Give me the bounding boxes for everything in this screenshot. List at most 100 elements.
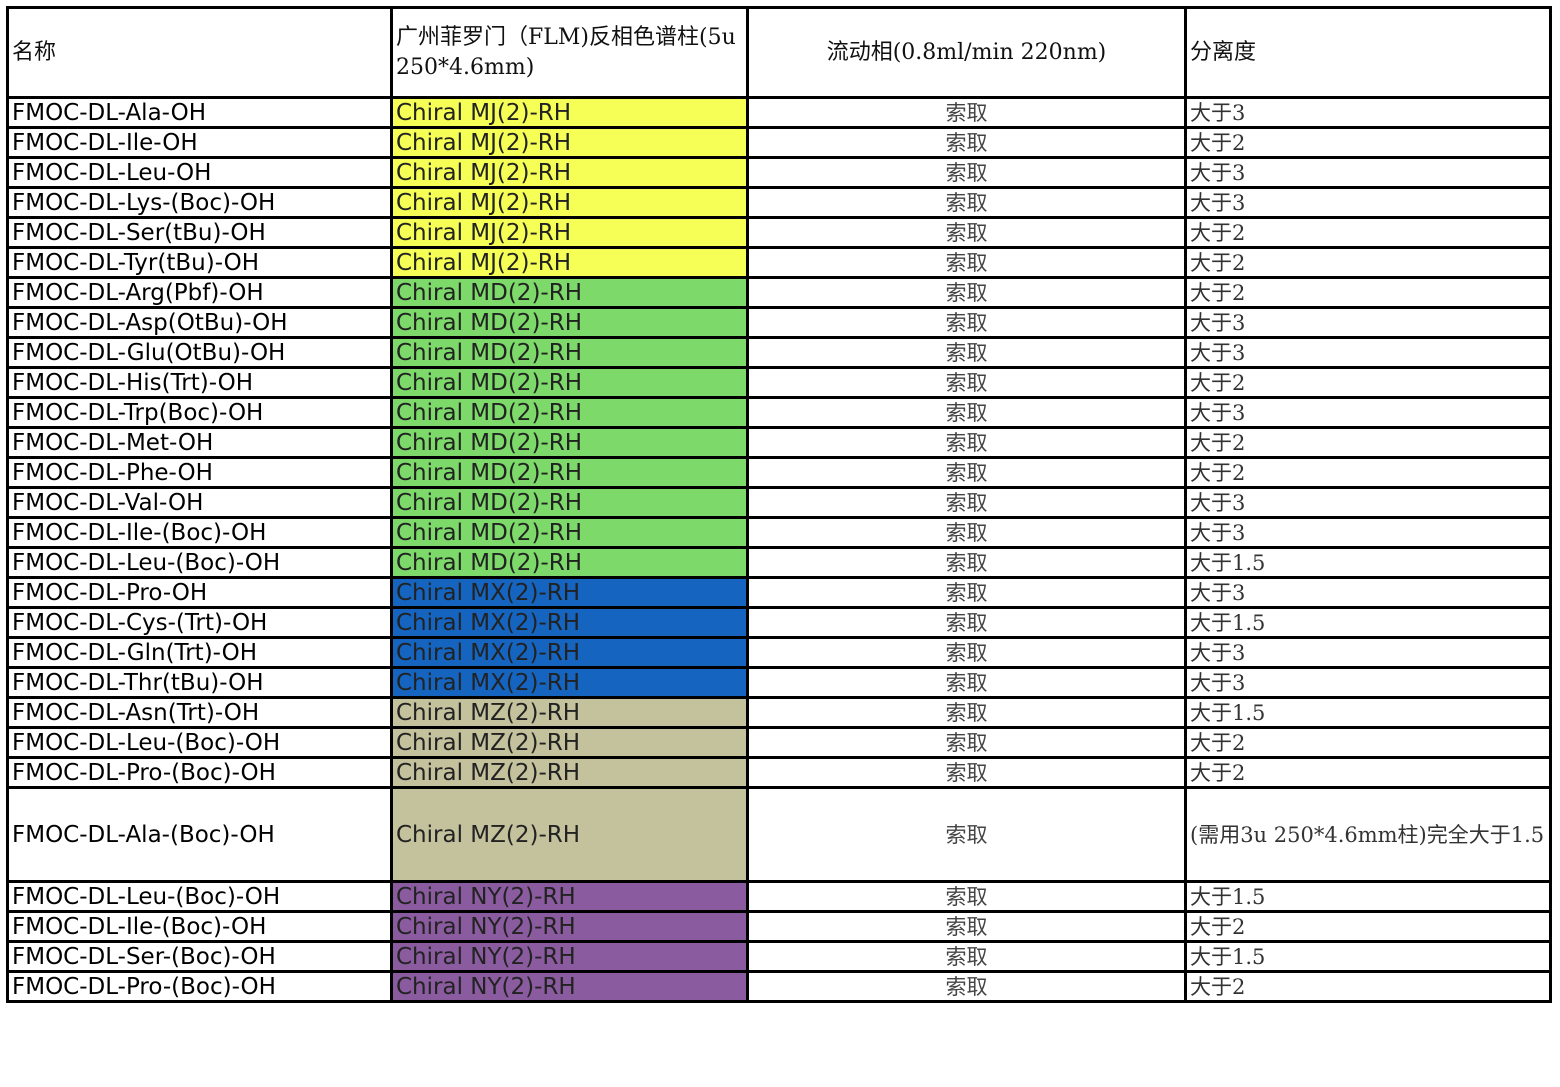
mobile-phase: 索取: [746, 306, 1187, 339]
compound-name: FMOC-DL-Ser(tBu)-OH: [6, 216, 393, 249]
resolution: 大于3: [1184, 576, 1552, 609]
compound-name: FMOC-DL-Pro-(Boc)-OH: [6, 970, 393, 1003]
resolution: 大于3: [1184, 96, 1552, 129]
mobile-phase: 索取: [746, 516, 1187, 549]
compound-name: FMOC-DL-Cys-(Trt)-OH: [6, 606, 393, 639]
resolution: 大于2: [1184, 126, 1552, 159]
table-row: FMOC-DL-Met-OH Chiral MD(2)-RH 索取 大于2: [6, 426, 1552, 459]
compound-name: FMOC-DL-Val-OH: [6, 486, 393, 519]
mobile-phase: 索取: [746, 276, 1187, 309]
table-row: FMOC-DL-His(Trt)-OH Chiral MD(2)-RH 索取 大于2: [6, 366, 1552, 399]
compound-name: FMOC-DL-His(Trt)-OH: [6, 366, 393, 399]
column-name: Chiral MZ(2)-RH: [390, 756, 749, 789]
mobile-phase: 索取: [746, 216, 1187, 249]
table-row: FMOC-DL-Lys-(Boc)-OH Chiral MJ(2)-RH 索取 大于3: [6, 186, 1552, 219]
resolution: 大于3: [1184, 306, 1552, 339]
compound-name: FMOC-DL-Leu-OH: [6, 156, 393, 189]
resolution: 大于3: [1184, 156, 1552, 189]
column-name: Chiral MZ(2)-RH: [390, 786, 749, 883]
mobile-phase: 索取: [746, 666, 1187, 699]
compound-name: FMOC-DL-Ile-(Boc)-OH: [6, 910, 393, 943]
column-name: Chiral MD(2)-RH: [390, 516, 749, 549]
resolution: 大于2: [1184, 756, 1552, 789]
column-name: Chiral MD(2)-RH: [390, 276, 749, 309]
resolution: 大于3: [1184, 516, 1552, 549]
resolution: 大于3: [1184, 186, 1552, 219]
table-row: FMOC-DL-Glu(OtBu)-OH Chiral MD(2)-RH 索取 大于3: [6, 336, 1552, 369]
mobile-phase: 索取: [746, 970, 1187, 1003]
header-name: 名称: [6, 6, 393, 99]
column-name: Chiral MJ(2)-RH: [390, 216, 749, 249]
mobile-phase: 索取: [746, 546, 1187, 579]
header-column: 广州菲罗门（FLM)反相色谱柱(5u 250*4.6mm): [390, 6, 749, 99]
table-row: FMOC-DL-Leu-(Boc)-OH Chiral MZ(2)-RH 索取 大于2: [6, 726, 1552, 759]
header-resolution: 分离度: [1184, 6, 1552, 99]
resolution: 大于3: [1184, 486, 1552, 519]
column-name: Chiral MD(2)-RH: [390, 396, 749, 429]
mobile-phase: 索取: [746, 396, 1187, 429]
table-row: FMOC-DL-Leu-(Boc)-OH Chiral NY(2)-RH 索取 大于1…: [6, 880, 1552, 913]
table-row: FMOC-DL-Gln(Trt)-OH Chiral MX(2)-RH 索取 大于3: [6, 636, 1552, 669]
column-name: Chiral NY(2)-RH: [390, 880, 749, 913]
compound-name: FMOC-DL-Phe-OH: [6, 456, 393, 489]
compound-name: FMOC-DL-Leu-(Boc)-OH: [6, 880, 393, 913]
table-row: FMOC-DL-Pro-(Boc)-OH Chiral MZ(2)-RH 索取 大于2: [6, 756, 1552, 789]
table-row: FMOC-DL-Ser-(Boc)-OH Chiral NY(2)-RH 索取 大于1…: [6, 940, 1552, 973]
compound-name: FMOC-DL-Met-OH: [6, 426, 393, 459]
resolution: 大于2: [1184, 456, 1552, 489]
mobile-phase: 索取: [746, 486, 1187, 519]
table-row: FMOC-DL-Asn(Trt)-OH Chiral MZ(2)-RH 索取 大于1.…: [6, 696, 1552, 729]
compound-name: FMOC-DL-Trp(Boc)-OH: [6, 396, 393, 429]
column-name: Chiral MD(2)-RH: [390, 456, 749, 489]
mobile-phase: 索取: [746, 456, 1187, 489]
column-name: Chiral MJ(2)-RH: [390, 186, 749, 219]
column-name: Chiral MJ(2)-RH: [390, 96, 749, 129]
mobile-phase: 索取: [746, 786, 1187, 883]
resolution: 大于1.5: [1184, 696, 1552, 729]
table-row: FMOC-DL-Leu-(Boc)-OH Chiral MD(2)-RH 索取 大于1…: [6, 546, 1552, 579]
resolution: 大于2: [1184, 910, 1552, 943]
column-name: Chiral MJ(2)-RH: [390, 156, 749, 189]
column-name: Chiral NY(2)-RH: [390, 970, 749, 1003]
resolution: 大于1.5: [1184, 940, 1552, 973]
compound-name: FMOC-DL-Pro-(Boc)-OH: [6, 756, 393, 789]
table-row: FMOC-DL-Ile-(Boc)-OH Chiral MD(2)-RH 索取 大于3: [6, 516, 1552, 549]
mobile-phase: 索取: [746, 756, 1187, 789]
column-name: Chiral MJ(2)-RH: [390, 126, 749, 159]
resolution: 大于3: [1184, 396, 1552, 429]
table-row: FMOC-DL-Val-OH Chiral MD(2)-RH 索取 大于3: [6, 486, 1552, 519]
resolution: 大于2: [1184, 246, 1552, 279]
column-name: Chiral MD(2)-RH: [390, 426, 749, 459]
resolution: 大于2: [1184, 726, 1552, 759]
table-row: FMOC-DL-Phe-OH Chiral MD(2)-RH 索取 大于2: [6, 456, 1552, 489]
compound-name: FMOC-DL-Ile-(Boc)-OH: [6, 516, 393, 549]
resolution: 大于2: [1184, 276, 1552, 309]
compound-name: FMOC-DL-Ile-OH: [6, 126, 393, 159]
resolution: 大于3: [1184, 666, 1552, 699]
mobile-phase: 索取: [746, 156, 1187, 189]
resolution: 大于1.5: [1184, 546, 1552, 579]
mobile-phase: 索取: [746, 880, 1187, 913]
mobile-phase: 索取: [746, 336, 1187, 369]
compound-name: FMOC-DL-Lys-(Boc)-OH: [6, 186, 393, 219]
table-row: FMOC-DL-Pro-OH Chiral MX(2)-RH 索取 大于3: [6, 576, 1552, 609]
compound-name: FMOC-DL-Ser-(Boc)-OH: [6, 940, 393, 973]
column-name: Chiral NY(2)-RH: [390, 940, 749, 973]
resolution: 大于2: [1184, 970, 1552, 1003]
column-name: Chiral MD(2)-RH: [390, 486, 749, 519]
column-name: Chiral MJ(2)-RH: [390, 246, 749, 279]
table-row: FMOC-DL-Leu-OH Chiral MJ(2)-RH 索取 大于3: [6, 156, 1552, 189]
mobile-phase: 索取: [746, 636, 1187, 669]
resolution: 大于1.5: [1184, 606, 1552, 639]
column-name: Chiral MX(2)-RH: [390, 666, 749, 699]
mobile-phase: 索取: [746, 576, 1187, 609]
table-row: FMOC-DL-Ser(tBu)-OH Chiral MJ(2)-RH 索取 大于2: [6, 216, 1552, 249]
column-name: Chiral MZ(2)-RH: [390, 696, 749, 729]
resolution: 大于2: [1184, 216, 1552, 249]
table-row: FMOC-DL-Cys-(Trt)-OH Chiral MX(2)-RH 索取 大于1…: [6, 606, 1552, 639]
resolution: (需用3u 250*4.6mm柱)完全大于1.5: [1184, 786, 1552, 883]
resolution: 大于2: [1184, 426, 1552, 459]
table-row: FMOC-DL-Thr(tBu)-OH Chiral MX(2)-RH 索取 大于3: [6, 666, 1552, 699]
table-row: FMOC-DL-Ala-OH Chiral MJ(2)-RH 索取 大于3: [6, 96, 1552, 129]
column-name: Chiral MD(2)-RH: [390, 546, 749, 579]
